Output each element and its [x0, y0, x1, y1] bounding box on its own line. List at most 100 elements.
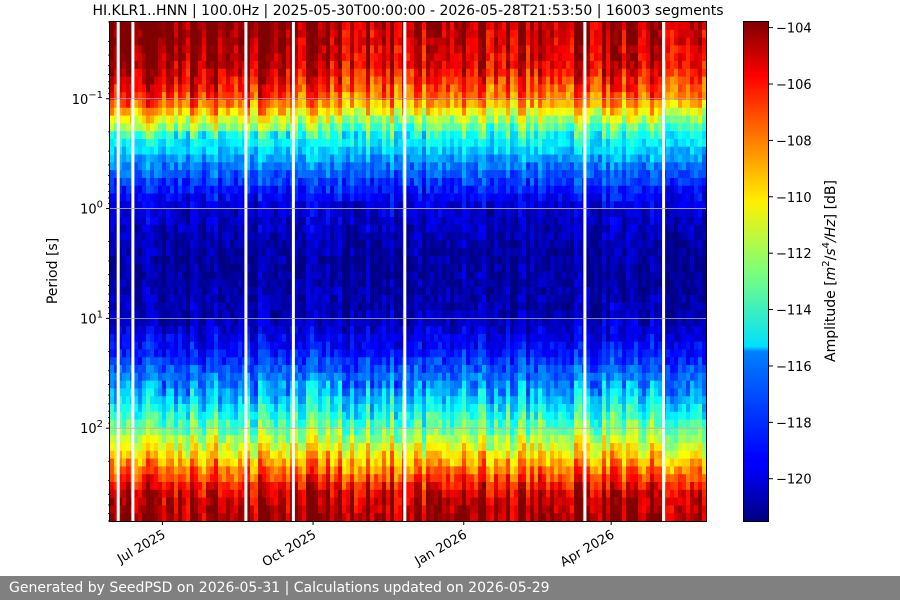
heatmap-cell: [162, 99, 167, 109]
heatmap-cell: [258, 224, 263, 233]
heatmap-cell: [386, 154, 391, 163]
heatmap-cell: [242, 123, 247, 132]
heatmap-cell: [270, 318, 275, 327]
heatmap-cell: [302, 388, 307, 397]
heatmap-cell: [266, 201, 271, 210]
heatmap-cell: [270, 372, 275, 382]
heatmap-cell: [386, 263, 391, 272]
heatmap-cell: [118, 37, 123, 46]
heatmap-cell: [178, 193, 183, 202]
heatmap-cell: [254, 279, 259, 288]
heatmap-cell: [354, 123, 359, 132]
heatmap-cell: [318, 45, 323, 54]
heatmap-cell: [242, 224, 247, 233]
heatmap-cell: [346, 310, 351, 319]
heatmap-cell: [346, 489, 351, 499]
heatmap-cell: [194, 443, 199, 452]
heatmap-cell: [274, 209, 279, 218]
heatmap-cell: [418, 443, 423, 452]
heatmap-cell: [362, 170, 367, 179]
heatmap-cell: [202, 466, 207, 475]
heatmap-cell: [110, 76, 115, 85]
heatmap-cell: [278, 76, 283, 85]
heatmap-cell: [294, 489, 299, 499]
heatmap-cell: [322, 263, 327, 272]
heatmap-cell: [226, 92, 231, 101]
heatmap-cell: [374, 341, 379, 350]
heatmap-cell: [394, 326, 399, 335]
heatmap-cell: [174, 53, 179, 62]
heatmap-cell: [358, 318, 363, 327]
heatmap-cell: [118, 263, 123, 272]
heatmap-cell: [326, 372, 331, 382]
heatmap-cell: [262, 53, 267, 62]
heatmap-cell: [222, 162, 227, 171]
heatmap-cell: [174, 489, 179, 499]
heatmap-cell: [382, 53, 387, 62]
heatmap-cell: [274, 255, 279, 265]
heatmap-cell: [382, 22, 387, 31]
heatmap-cell: [366, 365, 371, 374]
heatmap-cell: [178, 76, 183, 85]
heatmap-cell: [226, 279, 231, 288]
heatmap-cell: [418, 380, 423, 389]
heatmap-cell: [166, 29, 171, 38]
heatmap-cell: [374, 404, 379, 413]
heatmap-cell: [214, 380, 219, 389]
heatmap-cell: [302, 255, 307, 265]
heatmap-cell: [386, 99, 391, 109]
heatmap-cell: [358, 489, 363, 499]
heatmap-cell: [378, 302, 383, 311]
heatmap-cell: [406, 388, 411, 397]
heatmap-cell: [310, 333, 315, 343]
heatmap-cell: [118, 279, 123, 288]
heatmap-cell: [318, 22, 323, 31]
heatmap-cell: [250, 349, 255, 358]
heatmap-cell: [286, 255, 291, 265]
heatmap-cell: [306, 505, 311, 514]
heatmap-cell: [126, 29, 131, 38]
heatmap-cell: [378, 240, 383, 249]
heatmap-cell: [126, 435, 131, 444]
heatmap-cell: [222, 177, 227, 187]
heatmap-cell: [110, 177, 115, 187]
heatmap-cell: [314, 388, 319, 397]
heatmap-cell: [354, 443, 359, 452]
heatmap-cell: [358, 154, 363, 163]
heatmap-cell: [214, 341, 219, 350]
heatmap-cell: [338, 333, 343, 343]
heatmap-cell: [374, 310, 379, 319]
heatmap-cell: [370, 138, 375, 148]
heatmap-cell: [246, 388, 251, 397]
heatmap-cell: [238, 302, 243, 311]
heatmap-cell: [174, 279, 179, 288]
heatmap-cell: [110, 29, 115, 38]
heatmap-cell: [274, 294, 279, 304]
heatmap-cell: [250, 115, 255, 124]
heatmap-cell: [386, 224, 391, 233]
heatmap-cell: [218, 365, 223, 374]
heatmap-cell: [254, 193, 259, 202]
heatmap-cell: [278, 380, 283, 389]
heatmap-cell: [202, 435, 207, 444]
heatmap-cell: [110, 419, 115, 428]
heatmap-cell: [370, 255, 375, 265]
heatmap-cell: [418, 396, 423, 405]
heatmap-cell: [382, 419, 387, 428]
heatmap-cell: [314, 255, 319, 265]
heatmap-cell: [210, 162, 215, 171]
heatmap-cell: [266, 209, 271, 218]
heatmap-cell: [370, 271, 375, 280]
heatmap-cell: [154, 474, 159, 483]
heatmap-cell: [322, 216, 327, 226]
heatmap-cell: [378, 271, 383, 280]
heatmap-cell: [110, 474, 115, 483]
heatmap-cell: [246, 201, 251, 210]
heatmap-cell: [270, 294, 275, 304]
heatmap-cell: [122, 271, 127, 280]
heatmap-cell: [210, 99, 215, 109]
heatmap-cell: [214, 177, 219, 187]
heatmap-cell: [242, 201, 247, 210]
heatmap-cell: [358, 216, 363, 226]
heatmap-cell: [366, 76, 371, 85]
